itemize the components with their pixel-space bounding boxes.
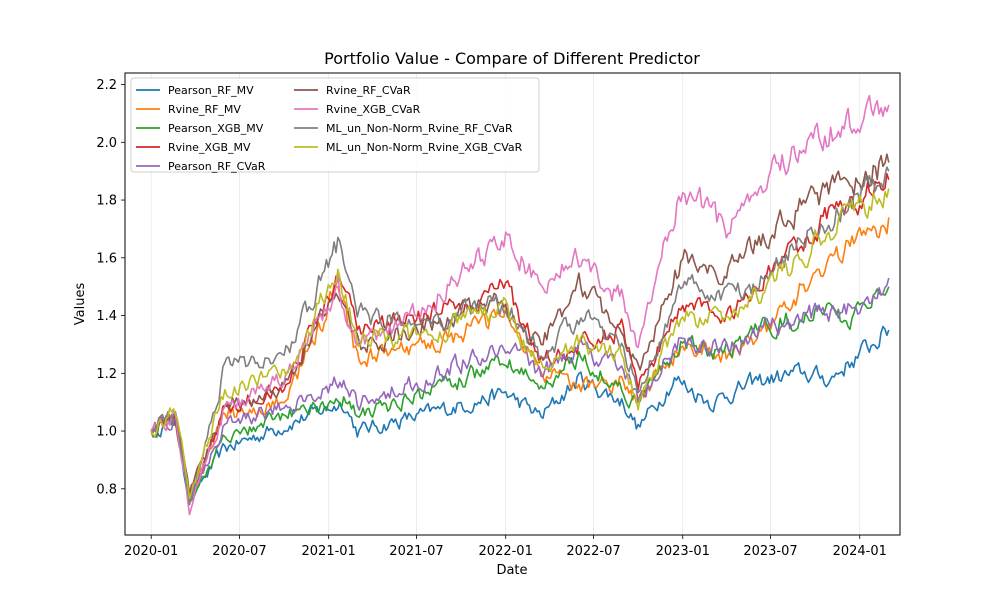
- series-lines: [150, 94, 890, 516]
- chart-title: Portfolio Value - Compare of Different P…: [324, 49, 700, 68]
- legend-entry: Pearson_XGB_MV: [168, 122, 264, 135]
- x-tick-label: 2021-01: [302, 544, 356, 559]
- x-tick-label: 2023-01: [656, 544, 710, 559]
- legend-entry: Rvine_XGB_CVaR: [326, 103, 421, 116]
- plot-area-frame: [124, 72, 901, 536]
- series-line: [150, 166, 890, 505]
- x-tick-label: 2024-01: [833, 544, 887, 559]
- y-tick-label: 1.4: [96, 309, 117, 324]
- series-line: [150, 277, 890, 502]
- x-tick-label: 2022-01: [479, 544, 533, 559]
- series-line: [150, 94, 890, 516]
- y-axis: 0.8 1.0 1.2 1.4 1.6 1.8 2.0 2.2: [96, 78, 125, 497]
- series-line: [150, 173, 890, 506]
- legend-entry: Rvine_XGB_MV: [168, 141, 251, 154]
- y-tick-label: 0.8: [96, 482, 117, 497]
- legend-entry: Pearson_RF_CVaR: [168, 160, 266, 173]
- y-tick-label: 1.6: [96, 251, 117, 266]
- y-tick-label: 2.2: [96, 78, 117, 93]
- x-tick-label: 2022-07: [566, 544, 620, 559]
- legend-entry: Rvine_RF_MV: [168, 103, 241, 116]
- x-tick-label: 2021-07: [389, 544, 443, 559]
- y-tick-label: 2.0: [96, 136, 117, 151]
- y-axis-label: Values: [73, 283, 88, 326]
- x-axis: 2020-01 2020-07 2021-01 2021-07 2022-01 2022-…: [124, 535, 887, 559]
- series-line: [150, 217, 890, 494]
- y-tick-label: 1.8: [96, 194, 117, 209]
- legend: Pearson_RF_MV Rvine_RF_MV Pearson_XGB_MV Rv…: [130, 77, 540, 173]
- series-line: [150, 188, 890, 500]
- legend-entry: Pearson_RF_MV: [168, 84, 254, 97]
- legend-entry: ML_un_Non-Norm_Rvine_RF_CVaR: [326, 122, 513, 135]
- legend-entry: ML_un_Non-Norm_Rvine_XGB_CVaR: [326, 141, 523, 154]
- x-tick-label: 2020-07: [212, 544, 266, 559]
- series-line: [150, 325, 890, 502]
- x-axis-label: Date: [496, 563, 527, 578]
- y-tick-label: 1.0: [96, 425, 117, 440]
- legend-entry: Rvine_RF_CVaR: [326, 84, 411, 97]
- y-tick-label: 1.2: [96, 367, 117, 382]
- legend-box: [130, 77, 540, 173]
- x-tick-label: 2020-01: [124, 544, 178, 559]
- x-tick-label: 2023-07: [743, 544, 797, 559]
